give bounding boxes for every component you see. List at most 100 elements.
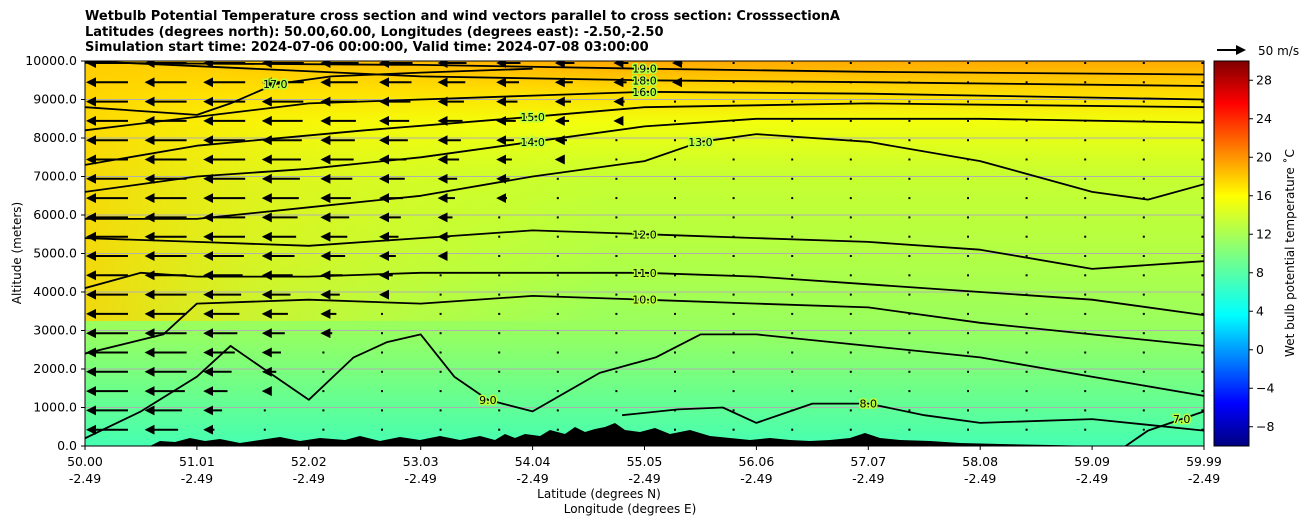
terrain <box>150 423 1100 446</box>
wind-dot <box>1142 370 1145 373</box>
wind-dot <box>908 428 911 431</box>
colorbar-tick-label: 12 <box>1256 226 1272 241</box>
wind-dot <box>1025 370 1028 373</box>
vector-key: 50 m/s <box>1217 44 1299 58</box>
wind-dot <box>791 100 794 103</box>
wind-dot <box>1025 409 1028 412</box>
wind-dot <box>1025 81 1028 84</box>
wind-dot <box>1025 312 1028 315</box>
wind-dot <box>1142 177 1145 180</box>
wind-dot <box>967 274 969 277</box>
wind-dot <box>967 409 969 412</box>
contour-label: 17.0 <box>263 78 288 91</box>
wind-dot <box>967 81 969 84</box>
wind-dot <box>322 428 325 431</box>
wind-dot <box>967 390 969 393</box>
wind-dot <box>674 390 676 393</box>
wind-dot <box>674 255 676 257</box>
wind-dot <box>381 332 383 335</box>
wind-dot <box>556 351 559 354</box>
wind-dot <box>967 293 969 296</box>
wind-dot <box>791 139 794 142</box>
plot-area: 19.018.0 17.0 16.0 15.0 14.0 13.0 12.0 11.0 10.0… <box>85 61 1204 446</box>
colorbar-tick-label: 20 <box>1256 149 1272 164</box>
wind-dot <box>1084 158 1087 161</box>
wind-dot <box>849 312 852 315</box>
wind-dot <box>791 216 794 219</box>
wind-dot <box>674 428 676 431</box>
wind-dot <box>967 351 969 354</box>
wind-dot <box>1201 177 1204 180</box>
wind-dot <box>1201 158 1204 161</box>
wind-dot <box>498 255 501 257</box>
wind-dot <box>967 370 969 373</box>
wind-dot <box>381 370 383 373</box>
wind-dot <box>732 293 735 296</box>
wind-dot <box>908 119 911 122</box>
wind-dot <box>849 216 852 219</box>
wind-dot <box>556 293 559 296</box>
wind-dot <box>1201 100 1204 103</box>
wind-dot <box>498 428 501 431</box>
wind-dot <box>615 390 618 393</box>
wind-dot <box>1142 62 1145 64</box>
y-tick-label: 6000.0 <box>33 207 77 222</box>
x-tick-label-lon: -2.49 <box>405 471 437 486</box>
wind-dot <box>849 390 852 393</box>
wind-dot <box>1142 351 1145 354</box>
y-tick-label: 4000.0 <box>33 284 77 299</box>
wind-dot <box>908 332 911 335</box>
wind-dot <box>1084 100 1087 103</box>
wind-dot <box>615 177 618 180</box>
wind-dot <box>674 197 676 200</box>
wind-dot <box>556 409 559 412</box>
wind-dot <box>1201 312 1204 315</box>
wind-dot <box>1142 409 1145 412</box>
wind-dot <box>1201 390 1204 393</box>
wind-dot <box>791 293 794 296</box>
wind-dot <box>615 351 618 354</box>
wind-dot <box>849 235 852 238</box>
x-tick-label-lat: 59.09 <box>1074 454 1110 469</box>
wind-dot <box>732 312 735 315</box>
wind-dot <box>674 235 676 238</box>
wind-dot <box>791 274 794 277</box>
wind-dot <box>967 197 969 200</box>
wind-dot <box>1142 235 1145 238</box>
x-tick-label-lon: -2.49 <box>69 471 101 486</box>
wind-dot <box>967 235 969 238</box>
wind-dot <box>908 370 911 373</box>
wind-dot <box>674 351 676 354</box>
wind-dot <box>732 81 735 84</box>
wind-dot <box>1025 235 1028 238</box>
wind-dot <box>556 197 559 200</box>
wind-dot <box>732 216 735 219</box>
wind-dot <box>615 235 618 238</box>
wind-dot <box>556 216 559 219</box>
x-tick-label-lon: -2.49 <box>964 471 996 486</box>
wind-dot <box>1142 100 1145 103</box>
wind-dot <box>381 312 383 315</box>
x-axis: 50.00 -2.49 51.01 -2.49 52.02 -2.49 53.03 -2.49… <box>67 446 1222 486</box>
wind-dot <box>674 312 676 315</box>
wind-dot <box>615 332 618 335</box>
wind-dot <box>1142 428 1145 431</box>
colorbar-gradient <box>1213 60 1250 447</box>
colorbar-tick-label: 0 <box>1256 342 1264 357</box>
x-axis-label-longitude: Longitude (degrees E) <box>564 502 697 516</box>
wind-dot <box>732 351 735 354</box>
wind-dot <box>908 351 911 354</box>
wind-dot <box>498 216 501 219</box>
contour-label: 16.0 <box>632 86 657 99</box>
wind-dot <box>381 428 383 431</box>
wind-dot <box>498 351 501 354</box>
contour-line <box>85 229 1204 270</box>
wind-dot <box>1025 158 1028 161</box>
wind-dot <box>732 197 735 200</box>
vector-key-label: 50 m/s <box>1258 44 1299 58</box>
wind-dot <box>674 216 676 219</box>
wind-dot <box>556 255 559 257</box>
wind-dot <box>674 139 676 142</box>
wind-dot <box>967 139 969 142</box>
wind-dot <box>439 351 442 354</box>
